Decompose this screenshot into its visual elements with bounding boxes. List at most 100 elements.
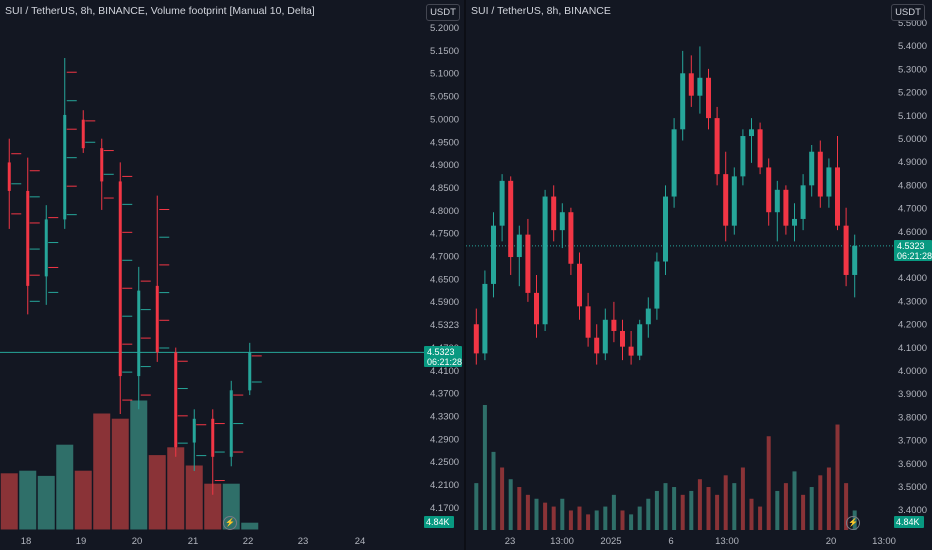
price-tick-label: 3.4000 [898,505,927,516]
last-price-value: 4.5323 [427,347,455,358]
price-tick-label: 4.9000 [430,160,459,171]
price-tick-label: 4.8000 [898,180,927,191]
volume-bar [689,490,694,530]
candlestick-chart-pane[interactable]: 5.5000 5.4000 5.3000 5.2000 5.1000 5.0000 4.90… [466,0,932,550]
candle-body [229,390,233,457]
candle-body [63,114,67,220]
time-tick-label: 13:00 [550,536,574,547]
price-tick-label: 3.9000 [898,389,927,400]
price-tick-label: 5.5000 [898,18,927,29]
candle-body [620,330,625,347]
price-tick-label: 5.4000 [898,41,927,52]
price-tick-label: 3.5000 [898,482,927,493]
volume-bar [110,417,130,531]
candle-body [81,119,85,149]
price-tick-label: 4.9500 [430,137,459,148]
candle-body [118,181,122,377]
time-tick-label: 13:00 [715,536,739,547]
candle-body [637,324,643,356]
time-tick-label: 23 [505,536,516,547]
volume-bar [482,405,487,530]
candle-body [749,129,754,137]
volume-bar [18,469,38,531]
price-tick-label: 4.0000 [898,366,927,377]
pane-divider[interactable] [464,0,466,550]
volume-bar [73,469,93,531]
price-tick-label: 4.1700 [430,503,459,514]
candle-body [723,174,729,226]
lightning-icon[interactable]: ⚡ [846,516,860,530]
time-tick-label: 18 [21,536,32,547]
price-tick-label: 4.5900 [430,297,459,308]
volume-bar [783,483,788,530]
candle-body [100,148,104,182]
volume-bar [732,483,737,530]
price-tick-label: 4.3300 [430,411,459,422]
candle-body [174,352,178,448]
candle-body [508,180,514,258]
candle-body [602,319,608,354]
candle-body [534,292,539,325]
candle-body [809,151,815,186]
price-tick-label: 5.1500 [430,46,459,57]
candle-body [766,167,772,213]
volume-bar [637,506,642,530]
volume-bar [740,467,745,530]
volume-bar [508,479,513,530]
volume-bar [184,464,204,531]
candlestick-chart-svg[interactable]: 5.5000 5.4000 5.3000 5.2000 5.1000 5.0000 4.90… [466,0,932,550]
currency-selector[interactable]: USDT [891,4,925,21]
candle-body [835,167,840,226]
price-tick-label: 5.1000 [898,111,927,122]
footprint-chart-pane[interactable]: 5.2000 5.1500 5.1000 5.0500 5.0000 4.9500 4.90… [0,0,464,550]
volume-bar [55,443,75,531]
candle-body [542,196,548,325]
candle-body [568,212,574,264]
footprint-chart-svg[interactable]: 5.2000 5.1500 5.1000 5.0500 5.0000 4.9500 4.90… [0,0,464,550]
price-tick-label: 4.7000 [898,204,927,215]
candle-body [44,219,48,277]
candle-body [628,346,634,356]
volume-bar [706,487,711,530]
volume-bar [663,483,668,530]
price-tick-label: 4.2500 [430,457,459,468]
price-tick-label: 4.9000 [898,157,927,168]
price-tick-label: 4.1000 [898,343,927,354]
candle-body [482,283,488,354]
currency-selector[interactable]: USDT [426,4,460,21]
chart-legend: SUI / TetherUS, 8h, BINANCE [471,5,611,17]
candle-body [577,263,582,307]
volume-bar [629,514,634,530]
volume-bar [594,510,599,530]
volume-bar [775,490,780,530]
bar-countdown: 06:21:28 [897,250,932,261]
candle-body [843,225,849,275]
price-tick-label: 4.4000 [898,273,927,284]
candle-body [192,418,196,443]
candle-body [137,290,141,377]
volume-label: 4.84K [424,516,454,528]
last-price-value: 4.5323 [897,240,925,251]
candle-body [645,308,651,325]
candle-body [714,118,720,175]
price-tick-label: 4.6500 [430,274,459,285]
candle-body [688,73,694,96]
volume-bar [92,412,112,531]
candle-body [559,212,565,231]
volume-bar [603,506,608,530]
candle-body [740,136,746,177]
time-tick-label: 21 [188,536,199,547]
k-icon: K [443,517,450,527]
price-tick-label: 5.2000 [898,88,927,99]
candle-body [473,324,479,354]
candle-body [516,234,522,258]
k-icon: K [913,517,920,527]
volume-bar [844,483,849,530]
candle-body [585,306,591,338]
candle-body [491,225,496,284]
candle-body [826,167,832,197]
lightning-icon[interactable]: ⚡ [223,516,237,530]
last-price-label: 4.5323 06:21:28 [894,239,932,261]
candle-body [7,162,11,191]
candle-body [783,189,789,226]
